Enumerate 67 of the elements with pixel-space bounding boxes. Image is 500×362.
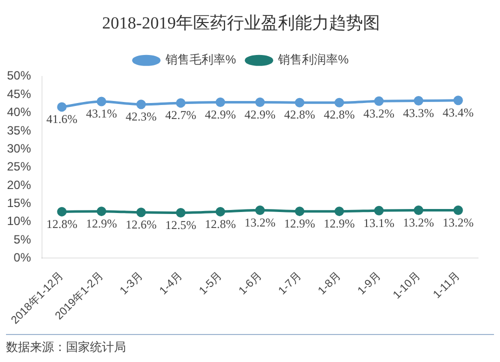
y-tick-label: 20% [6, 178, 32, 192]
y-tick-label: 30% [6, 141, 32, 156]
x-tick-label: 1-7月 [276, 270, 304, 298]
y-tick-label: 25% [6, 160, 32, 174]
data-label: 13.2% [442, 215, 474, 230]
legend-label: 销售利润率% [277, 52, 349, 67]
point [453, 96, 463, 106]
data-label: 42.3% [126, 110, 157, 124]
point [414, 205, 424, 215]
data-label: 13.1% [363, 216, 394, 230]
point [136, 208, 146, 218]
data-label: 43.2% [363, 106, 394, 120]
point [96, 206, 106, 216]
point [294, 98, 304, 108]
x-tick-label: 1-8月 [316, 270, 344, 298]
data-label: 42.8% [324, 108, 355, 122]
point [255, 205, 265, 215]
point [57, 102, 67, 112]
legend-label: 销售毛利率% [164, 52, 236, 67]
data-label: 41.6% [46, 112, 78, 126]
data-label: 43.3% [403, 106, 434, 120]
point [176, 208, 186, 218]
point [334, 206, 344, 216]
x-tick-label: 1-11月 [431, 270, 462, 301]
data-label: 43.1% [86, 106, 117, 121]
data-label: 12.5% [165, 218, 196, 232]
point [136, 100, 146, 110]
x-tick-label: 1-5月 [197, 270, 225, 298]
y-tick-label: 45% [6, 86, 32, 101]
chart-title: 2018-2019年医药行业盈利能力趋势图 [102, 14, 380, 33]
data-label: 12.6% [126, 218, 157, 232]
y-tick-label: 35% [6, 123, 32, 138]
point [216, 206, 226, 216]
point [255, 97, 265, 107]
y-tick-label: 40% [6, 105, 32, 120]
x-tick-label: 1-6月 [236, 270, 264, 298]
y-tick-label: 10% [6, 214, 32, 228]
data-label: 12.9% [324, 216, 355, 230]
data-label: 42.7% [165, 108, 196, 122]
x-tick-label: 1-9月 [356, 270, 384, 298]
y-tick-label: 50% [6, 68, 32, 83]
data-label: 12.9% [284, 216, 316, 230]
point [176, 98, 186, 108]
point [334, 98, 344, 108]
point [374, 206, 384, 216]
y-tick-label: 0% [14, 250, 32, 265]
data-label: 42.9% [244, 107, 276, 122]
point [453, 205, 463, 215]
point [96, 96, 106, 106]
x-tick-label: 1-3月 [118, 270, 146, 298]
data-label: 43.4% [442, 106, 474, 120]
data-label: 12.8% [46, 216, 78, 231]
y-tick-label: 5% [14, 232, 32, 246]
point [216, 97, 226, 107]
data-label: 13.2% [403, 215, 434, 230]
data-label: 42.8% [284, 108, 316, 122]
data-label: 12.8% [204, 216, 236, 231]
data-label: 12.9% [86, 216, 117, 230]
point [294, 206, 304, 216]
y-tick-label: 15% [6, 196, 32, 210]
point [414, 96, 424, 106]
data-label: 42.9% [204, 107, 236, 122]
point [57, 206, 67, 216]
x-tick-label: 1-4月 [157, 270, 186, 298]
source-note: 数据来源：国家统计局 [6, 334, 494, 356]
point [374, 96, 384, 106]
data-label: 13.2% [244, 215, 276, 230]
